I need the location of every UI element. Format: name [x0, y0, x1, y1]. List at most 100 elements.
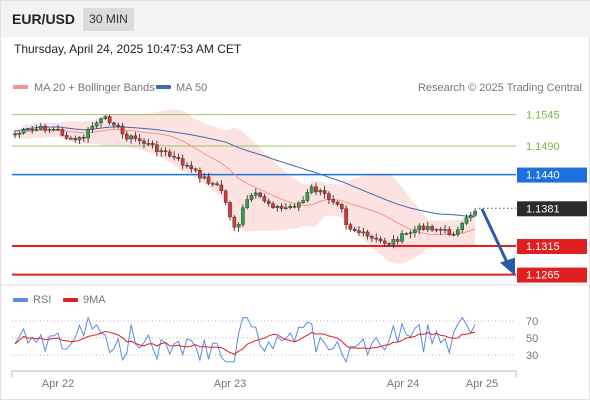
level-1-1381-label: 1.1381 [526, 203, 560, 215]
candle-body [60, 129, 65, 136]
rsi-panel [12, 315, 516, 364]
candle-body [473, 210, 477, 216]
candle-body [73, 138, 77, 141]
candle-body [176, 157, 181, 159]
candle-body [167, 151, 172, 157]
candle-body [305, 192, 310, 201]
level-1-1545-label: 1.1545 [526, 110, 560, 122]
candle-body [146, 143, 151, 145]
header-bar: EUR/USD 30 MIN [1, 1, 590, 37]
candle-body [39, 125, 43, 130]
candle-body [413, 229, 417, 233]
level-labels: 1.1545 1.1490 1.1440 1.1381 1.1315 1.1265 [517, 110, 587, 283]
candle-body [438, 229, 443, 231]
candle-body [232, 216, 237, 228]
candle-body [387, 243, 391, 245]
candle-body [51, 129, 56, 131]
x-label-apr25: Apr 25 [466, 378, 498, 390]
rsi-line [14, 315, 476, 364]
level-1-1315-label-bg [517, 239, 587, 254]
forecast-arrow [480, 208, 515, 276]
candle-body [137, 138, 142, 142]
candle-body [17, 133, 22, 135]
candle-body [26, 129, 30, 131]
candle-body [241, 207, 245, 225]
candle-body [370, 235, 374, 239]
candle-body [335, 201, 340, 205]
ma50-legend-swatch [156, 85, 171, 89]
candle-body [124, 133, 129, 140]
rsi-ma-legend-swatch [63, 298, 78, 302]
candle-body [430, 226, 434, 231]
candle-body [434, 229, 439, 231]
candle-body [129, 135, 133, 140]
rsi-legend-swatch [13, 298, 28, 302]
x-label-apr24: Apr 24 [387, 378, 419, 390]
candle-body [223, 190, 228, 203]
candle-body [77, 137, 82, 141]
candle-body [314, 186, 318, 193]
candle-body [253, 192, 258, 196]
candle-body [13, 133, 17, 136]
ma20-legend-label: MA 20 + Bollinger Bands [34, 82, 155, 94]
candle-body [189, 165, 194, 169]
candle-body [322, 190, 327, 194]
candle-body [421, 225, 426, 230]
candle-body [172, 155, 176, 158]
candle-body [34, 129, 39, 131]
candle-body [163, 150, 168, 153]
candle-body [103, 116, 108, 119]
candle-body [400, 233, 404, 242]
candle-body [292, 206, 297, 208]
candle-body [408, 232, 413, 234]
candle-body [210, 183, 215, 185]
candle-body [206, 176, 211, 184]
level-1-1265-label: 1.1265 [526, 270, 560, 282]
candle-body [361, 231, 366, 234]
candle-body [344, 208, 348, 225]
candle-body [266, 200, 271, 204]
ma50-legend-label: MA 50 [176, 82, 207, 94]
candle-body [86, 129, 90, 139]
candle-body [404, 233, 409, 235]
credit-text: Research © 2025 Trading Central [418, 82, 582, 94]
candle-body [275, 205, 280, 208]
candle-body [64, 135, 69, 139]
candle-body [318, 190, 323, 193]
candle-body [391, 239, 396, 245]
candle-body [193, 168, 198, 171]
rsi-level-30: 30 [526, 350, 538, 362]
candle-body [417, 225, 422, 231]
level-1-1440-label: 1.1440 [526, 170, 560, 182]
candle-body [443, 229, 447, 231]
timeframe-button[interactable]: 30 MIN [83, 8, 134, 31]
candle-body [451, 234, 456, 236]
level-lines [12, 114, 516, 276]
timestamp: Thursday, April 24, 2025 10:47:53 AM CET [14, 42, 242, 56]
candle-body [258, 192, 262, 197]
rsi-legend-label: RSI [33, 294, 51, 306]
candle-body [185, 165, 189, 167]
candle-body [352, 228, 357, 231]
candle-body [348, 224, 353, 230]
ma20-line [14, 128, 476, 235]
candle-body [249, 195, 254, 200]
candle-body [142, 140, 146, 144]
candle-body [47, 129, 52, 131]
candle-body [245, 199, 250, 208]
candle-body [395, 239, 400, 242]
candle-body [81, 137, 86, 139]
candle-body [219, 184, 224, 192]
x-label-apr22: Apr 22 [42, 378, 74, 390]
candle-body [309, 186, 314, 193]
candle-body [365, 231, 370, 237]
candle-body [357, 230, 361, 233]
forecast-arrow-shaft [480, 208, 511, 268]
x-label-apr23: Apr 23 [214, 378, 246, 390]
candle-body [120, 125, 125, 135]
candle-body [133, 135, 138, 139]
candle-body [447, 229, 452, 235]
candle-body [112, 122, 116, 126]
candle-body [262, 196, 267, 202]
